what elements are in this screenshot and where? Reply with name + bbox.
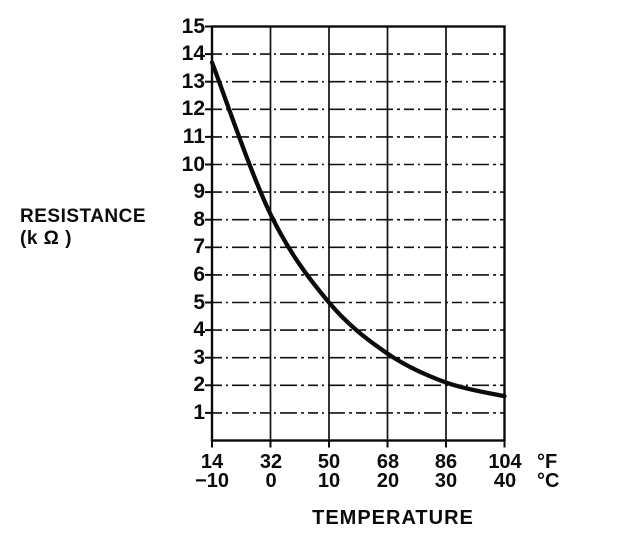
y-tick-label: 2	[193, 373, 205, 396]
x-tick-label-fahrenheit: 86	[434, 451, 458, 473]
x-tick-label-fahrenheit: 32	[259, 451, 283, 473]
y-tick-label: 15	[181, 15, 205, 38]
y-axis-title-text: RESISTANCE	[20, 206, 147, 227]
x-tick-label-celsius: 0	[265, 470, 277, 492]
y-tick-label: 11	[182, 125, 205, 148]
x-tick-label-fahrenheit: 14	[200, 451, 224, 473]
x-tick-label-celsius: 20	[376, 470, 400, 492]
x-axis-title: TEMPERATURE	[312, 507, 474, 529]
y-tick-label: 10	[181, 153, 205, 176]
y-tick-label: 14	[181, 42, 205, 65]
x-tick-label-celsius: 30	[434, 470, 458, 492]
y-tick-label: 1	[193, 401, 205, 424]
x-tick-label-celsius: −10	[195, 470, 229, 492]
resistance-curve	[209, 60, 507, 399]
x-tick-label-celsius: 10	[317, 470, 341, 492]
y-tick-label: 9	[193, 180, 205, 203]
x-tick-label-fahrenheit: 68	[376, 451, 400, 473]
y-tick-label: 12	[181, 97, 205, 120]
x-tick-label-fahrenheit: 50	[317, 451, 341, 473]
y-axis-title-units: (k Ω )	[20, 228, 73, 249]
y-tick-label: 8	[193, 208, 205, 231]
y-tick-label: 5	[193, 291, 205, 314]
x-tick-label-celsius: 40	[493, 470, 517, 492]
y-tick-label: 6	[193, 263, 205, 286]
y-tick-label: 3	[193, 346, 205, 369]
y-tick-label: 7	[193, 235, 205, 258]
y-tick-label: 4	[193, 318, 205, 341]
y-axis-title: RESISTANCE (k Ω )	[20, 206, 146, 250]
plot-border	[210, 25, 506, 442]
celsius-unit-label: °C	[537, 470, 560, 492]
fahrenheit-unit-label: °F	[537, 451, 558, 473]
y-tick-label: 13	[181, 70, 205, 93]
x-tick-label-fahrenheit: 104	[488, 451, 522, 473]
